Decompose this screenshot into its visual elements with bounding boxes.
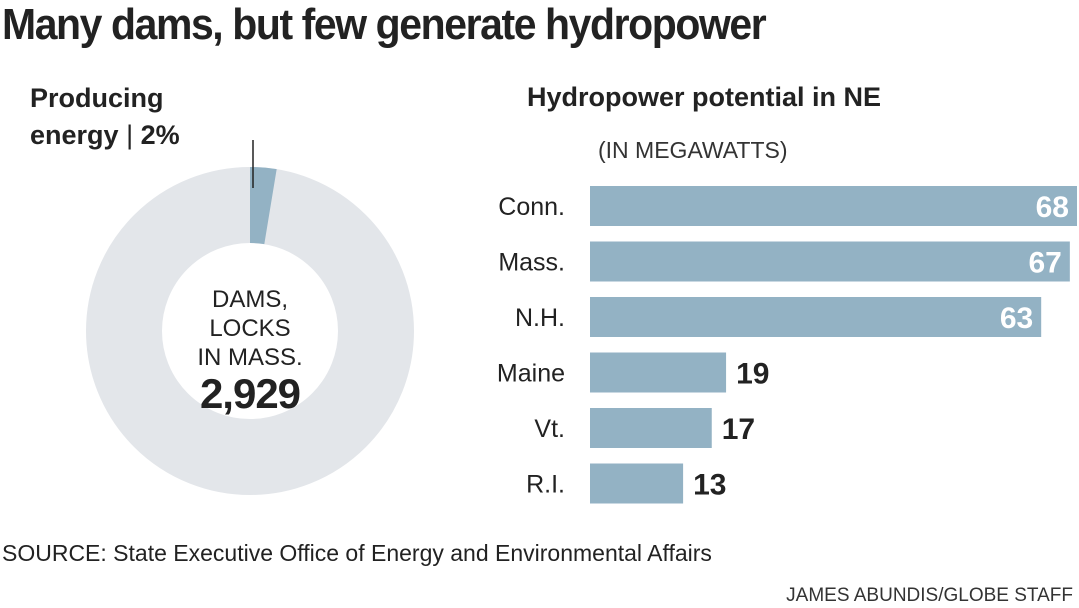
bar-category-label-vt: Vt. <box>534 415 565 443</box>
credit-line: JAMES ABUNDIS/GLOBE STAFF <box>786 585 1073 606</box>
donut-callout-value: 2% <box>140 120 180 150</box>
chart-title: Many dams, but few generate hydropower <box>2 0 767 49</box>
bar-value-label-nh: 63 <box>1000 302 1033 335</box>
bar-value-label-vt: 17 <box>722 413 755 446</box>
donut-callout-leader-line <box>252 140 254 188</box>
donut-callout-line1: Producing <box>30 83 164 113</box>
bar-value-label-mass: 67 <box>1028 247 1061 280</box>
donut-center-value: 2,929 <box>199 370 301 417</box>
bar-value-label-maine: 19 <box>736 358 769 391</box>
donut-callout-label: Producing energy | 2% <box>30 80 180 154</box>
donut-center-line3: IN MASS. <box>197 344 303 371</box>
donut-center-line2: LOCKS <box>209 315 291 342</box>
source-note: SOURCE: State Executive Office of Energy… <box>2 540 712 566</box>
bar-vt <box>590 408 712 448</box>
bar-category-label-nh: N.H. <box>515 304 565 332</box>
bar-category-label-mass: Mass. <box>498 249 565 277</box>
bar-ri <box>590 463 684 504</box>
bar-category-label-maine: Maine <box>497 360 565 388</box>
donut-callout-line2: energy | 2% <box>30 117 180 154</box>
bar-chart: Conn. 68 Mass. 67 N.H. 63 Maine 19 Vt. 17 R.I. 13 <box>497 186 1077 504</box>
donut-slice-producing-energy <box>250 167 277 245</box>
bar-value-label-conn: 68 <box>1036 191 1069 224</box>
bar-chart-title: Hydropower potential in NE <box>527 82 882 112</box>
bar-category-label-conn: Conn. <box>498 193 565 221</box>
bar-chart-subtitle: (IN MEGAWATTS) <box>598 137 788 163</box>
donut-chart <box>86 140 414 495</box>
bar-mass <box>590 241 1070 282</box>
bar-value-label-ri: 13 <box>693 469 726 502</box>
donut-callout-separator: | <box>126 120 134 150</box>
bar-maine <box>590 352 727 393</box>
bar-category-label-ri: R.I. <box>526 471 565 499</box>
donut-callout-text: energy <box>30 120 119 150</box>
bar-nh <box>590 297 1042 337</box>
donut-center-line1: DAMS, <box>211 286 288 313</box>
bar-conn <box>590 186 1077 226</box>
